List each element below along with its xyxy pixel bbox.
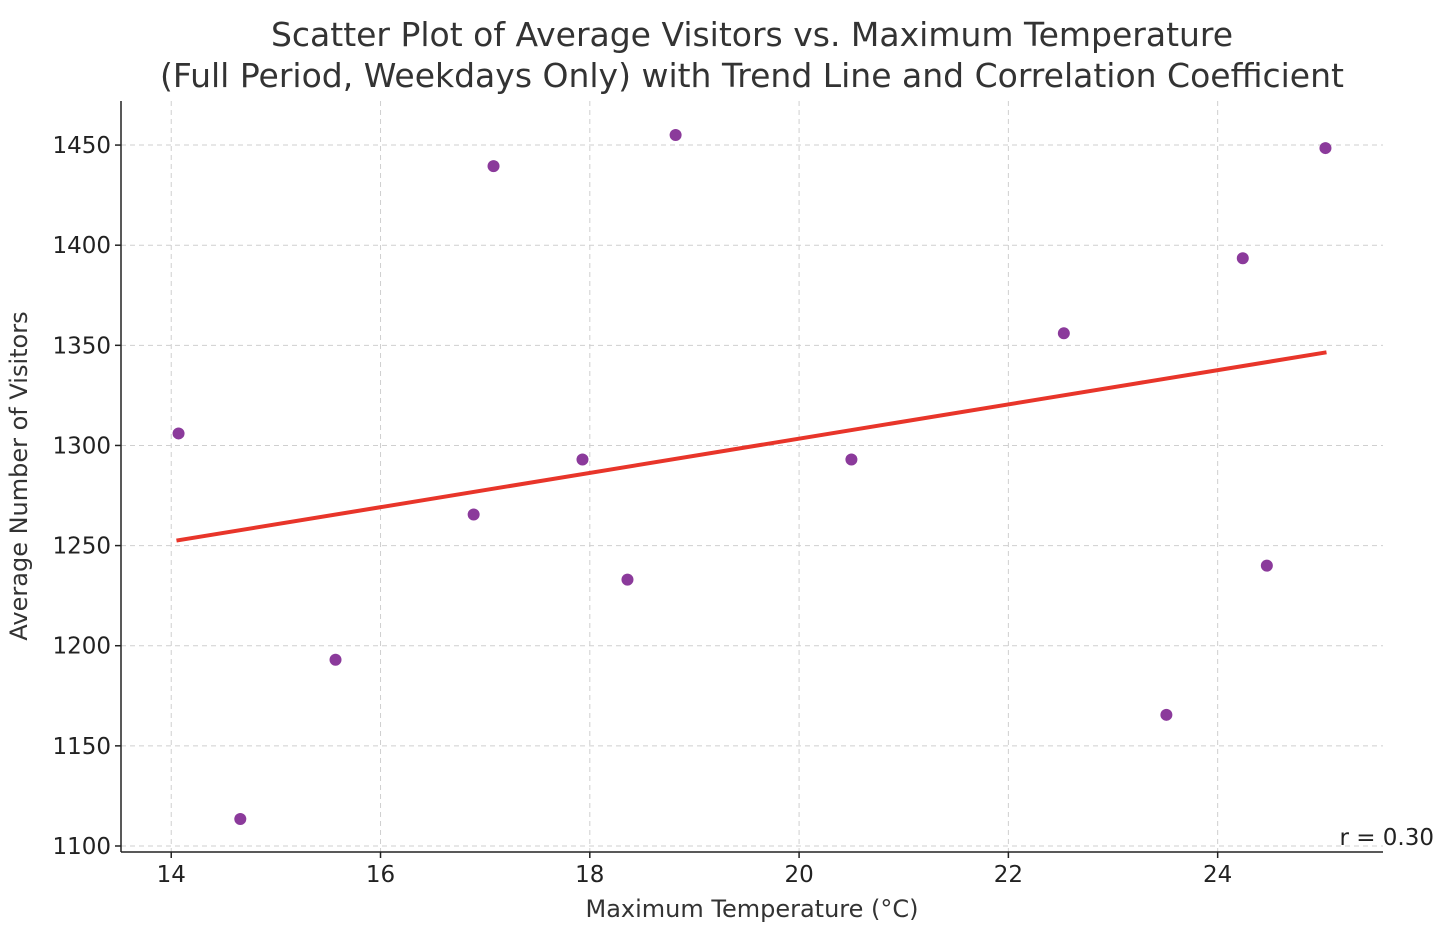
y-tick-label: 1400 [52,233,111,259]
y-tick-label: 1250 [52,534,111,560]
x-tick-label: 14 [157,862,186,888]
data-point [669,129,682,142]
y-tick-label: 1300 [52,433,111,459]
data-point [621,573,634,586]
y-tick-label: 1350 [52,333,111,359]
grid [121,101,1383,852]
x-tick-label: 18 [575,862,604,888]
x-tick-label: 24 [1203,862,1232,888]
data-point [234,812,247,825]
x-tick-label: 20 [784,862,813,888]
chart-subtitle: (Full Period, Weekdays Only) with Trend … [160,56,1344,95]
y-axis-ticks: 1100 1150 1200 1250 1300 1350 1400 1450 [52,133,121,860]
x-axis-label: Maximum Temperature (°C) [585,895,918,923]
x-axis-ticks: 14 16 18 20 22 24 [157,852,1232,888]
data-point [329,653,342,666]
data-point [1160,708,1173,721]
chart-title: Scatter Plot of Average Visitors vs. Max… [271,15,1233,54]
y-tick-label: 1150 [52,734,111,760]
y-tick-label: 1100 [52,834,111,860]
y-tick-label: 1450 [52,133,111,159]
data-point [1057,327,1070,340]
data-point [845,453,858,466]
x-tick-label: 22 [994,862,1023,888]
data-points [172,129,1332,825]
y-axis-label: Average Number of Visitors [5,311,33,640]
data-point [487,160,500,173]
data-point [1236,252,1249,265]
data-point [467,508,480,521]
x-tick-label: 16 [366,862,395,888]
y-tick-label: 1200 [52,634,111,660]
data-point [576,453,589,466]
data-point [172,427,185,440]
data-point [1319,142,1332,155]
data-point [1260,559,1273,572]
trend-line [176,350,1327,543]
correlation-annotation: r = 0.30 [1339,825,1434,851]
